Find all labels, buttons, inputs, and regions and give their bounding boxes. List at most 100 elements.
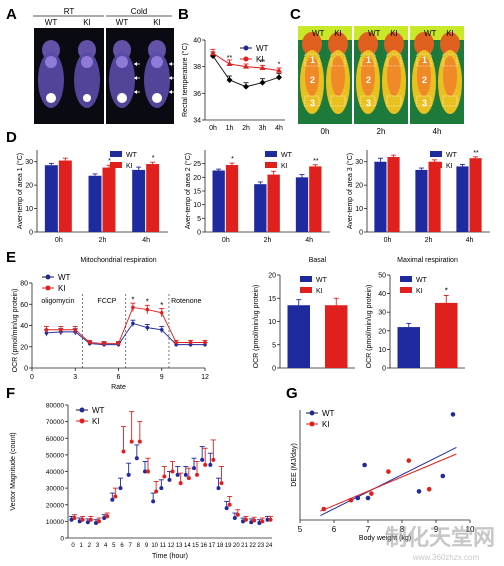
chart-g-dee-scatter: 5 6 7 8 9 10 Body weight (kg) DEE (MJ/day) WT KI: [291, 409, 475, 542]
e1-y-tick-label: 20: [20, 344, 28, 351]
d3-bar-ki: [469, 158, 482, 232]
f-y-tick-label: 80000: [46, 403, 64, 410]
f-y-tick-label: 10000: [46, 519, 64, 526]
d3-y-label: Aver-temp of area 3 (°C): [346, 153, 354, 229]
e1-annotation: *: [146, 298, 149, 307]
legend-marker-ki: [79, 418, 85, 424]
d2-y-tick-label: 25: [193, 161, 201, 168]
e2-y-tick-label: 5: [272, 342, 276, 349]
g-point-ki: [369, 491, 374, 496]
e1-y-tick-label: 60: [20, 302, 28, 309]
f-point-wt: [143, 469, 147, 474]
b-y-tick-label: 36: [193, 91, 201, 98]
mouse-signal: [45, 56, 57, 68]
d1-bar-ki: [146, 164, 160, 232]
e1-y-label: OCR (pmol/min/ug protein): [12, 289, 19, 373]
legend-swatch-ki: [265, 162, 277, 168]
e1-point-ki: [188, 340, 193, 345]
f-point-wt: [167, 477, 172, 482]
d1-y-label: Aver-temp of area 1 (°C): [16, 153, 24, 229]
thermal-head: [358, 32, 378, 56]
e3-y-tick-label: 10: [378, 347, 386, 354]
d2-bar-ki: [309, 166, 322, 232]
d3-bar-wt: [456, 166, 469, 232]
f-x-tick-label: 2: [88, 543, 92, 549]
legend-marker-wt: [45, 274, 51, 280]
d2-y-tick-label: 5: [197, 216, 201, 223]
f-x-tick-label: 3: [96, 543, 100, 549]
f-point-wt: [175, 472, 180, 477]
f-point-wt: [159, 486, 164, 491]
g-x-tick-label: 8: [400, 525, 405, 534]
b-y-tick-label: 34: [193, 118, 201, 125]
f-point-wt: [216, 486, 221, 491]
legend-swatch-wt: [430, 151, 442, 157]
panel-a-cold-ki: KI: [153, 18, 161, 27]
d3-bar-ki: [387, 157, 400, 232]
f-point-wt: [265, 517, 270, 522]
f-point-wt: [94, 521, 98, 526]
f-x-tick-label: 6: [120, 543, 124, 549]
f-point-wt: [69, 517, 74, 522]
thermal-time-label: 0h: [321, 127, 330, 136]
f-y-tick-label: 0: [60, 536, 64, 543]
f-x-tick-label: 9: [145, 543, 149, 549]
legend-marker-ki: [309, 421, 315, 427]
legend-label-ki: KI: [316, 288, 323, 295]
f-point-wt: [192, 466, 196, 471]
b-x-tick-label: 0h: [209, 125, 217, 132]
mouse-signal: [116, 56, 128, 68]
g-point-ki: [426, 486, 432, 492]
f-x-tick-label: 5: [112, 543, 116, 549]
b-point-ki: [259, 65, 266, 70]
d1-y-tick-label: 0: [29, 230, 33, 237]
legend-swatch-wt: [400, 276, 412, 282]
thermal-time-label: 4h: [433, 127, 442, 136]
panel-c-thermal: 1 2 3 WT KI 0h 1 2 3 WT KI 2h 1 2 3 WT KI 4h: [298, 26, 464, 136]
b-point-wt: [243, 83, 249, 90]
legend-swatch-ki: [300, 287, 312, 293]
f-point-ki: [186, 476, 191, 481]
thermal-core: [443, 56, 457, 96]
legend-swatch-ki: [430, 162, 442, 168]
f-x-tick-label: 1: [79, 543, 83, 549]
d2-bar-ki: [225, 165, 239, 232]
g-x-tick-label: 6: [332, 525, 337, 534]
f-point-ki: [268, 517, 273, 522]
d2-annotation: **: [313, 158, 319, 165]
legend-label-wt: WT: [281, 152, 293, 159]
f-x-tick-label: 18: [217, 543, 224, 549]
panel-a-group-cold: Cold: [131, 7, 147, 16]
legend-label-wt: WT: [126, 152, 138, 159]
mouse-signal: [81, 56, 93, 68]
e1-point-wt: [131, 321, 135, 326]
d2-annotation: *: [231, 156, 234, 163]
f-point-ki: [195, 472, 199, 477]
f-x-tick-label: 10: [151, 543, 158, 549]
e3-y-tick-label: 40: [378, 291, 386, 298]
d1-y-tick-label: 10: [25, 206, 33, 213]
thermal-area-box: [304, 53, 320, 67]
e1-annotation: *: [131, 295, 134, 304]
b-point-ki: [210, 50, 216, 56]
f-point-ki: [178, 481, 183, 486]
chart-f-vector-magnitude: 0 10000 20000 30000 40000 50000 60000 70000 8000…: [10, 403, 273, 560]
f-point-wt: [183, 472, 188, 477]
chart-e-basal: Basal 0 5 10 15 20 OCR (pmol/min/ug protein) WT…: [253, 257, 355, 373]
thermal-head: [328, 32, 348, 56]
b-point-wt: [226, 77, 233, 83]
thermal-area-box: [330, 95, 346, 107]
f-point-ki: [235, 512, 240, 517]
b-x-tick-label: 1h: [226, 125, 234, 132]
f-x-tick-label: 23: [257, 543, 264, 549]
e2-title: Basal: [309, 257, 327, 264]
f-y-tick-label: 70000: [46, 419, 64, 426]
d1-bar-ki: [102, 167, 116, 232]
f-y-label: Vector Magnitude (count): [10, 432, 17, 510]
watermark: 制化天堂网 www.360zhzx.com: [385, 525, 495, 562]
legend-label-ki: KI: [58, 284, 66, 293]
g-x-tick-label: 5: [298, 525, 303, 534]
legend-label-ki: KI: [281, 163, 288, 170]
